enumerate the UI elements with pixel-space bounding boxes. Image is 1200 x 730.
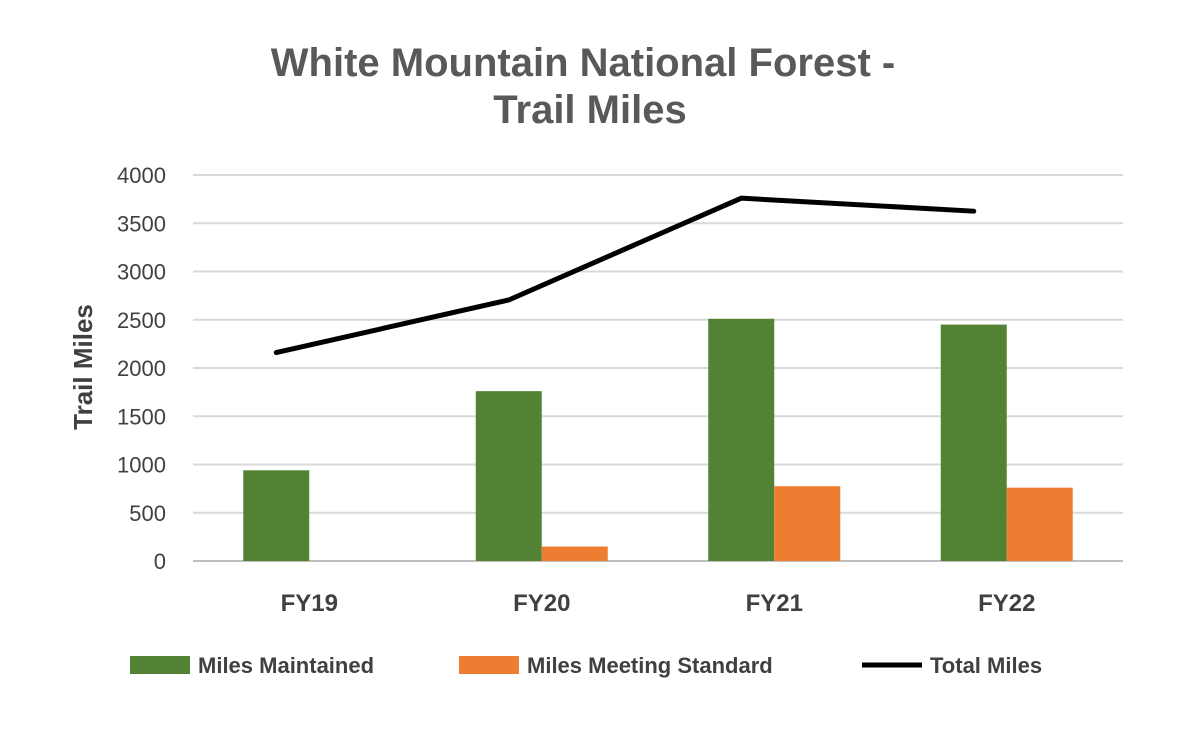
legend-label: Miles Maintained [198, 653, 374, 678]
bar-miles-maintained [941, 325, 1007, 561]
bars [243, 319, 1073, 561]
legend-swatch [459, 656, 519, 674]
legend-swatch [130, 656, 190, 674]
legend-label: Miles Meeting Standard [527, 653, 773, 678]
bar-miles-meeting-standard [774, 486, 840, 561]
legend-label: Total Miles [930, 653, 1042, 678]
bar-miles-maintained [243, 470, 309, 561]
x-tick-label: FY19 [281, 590, 338, 617]
bar-miles-meeting-standard [542, 547, 608, 561]
bar-miles-maintained [476, 391, 542, 561]
chart-title-line-1: White Mountain National Forest - [271, 41, 895, 85]
legend-item: Miles Maintained [130, 653, 374, 678]
y-tick-label: 4000 [117, 163, 166, 188]
y-tick-label: 2500 [117, 308, 166, 333]
y-tick-label: 3000 [117, 260, 166, 285]
total-line-layer [276, 198, 974, 353]
y-tick-label: 3500 [117, 211, 166, 236]
y-axis-label: Trail Miles [68, 304, 98, 430]
legend-item: Miles Meeting Standard [459, 653, 773, 678]
y-tick-labels: 0 500 1000 1500 2000 2500 3000 3500 4000 [117, 163, 166, 574]
x-tick-label: FY21 [746, 590, 803, 617]
y-tick-label: 0 [154, 549, 166, 574]
legend: Miles Maintained Miles Meeting Standard To… [130, 653, 1042, 678]
x-tick-label: FY20 [513, 590, 570, 617]
y-tick-label: 1500 [117, 404, 166, 429]
chart-title-line-2: Trail Miles [493, 88, 686, 132]
x-tick-labels: FY19 FY20 FY21 FY22 [281, 590, 1036, 617]
y-tick-label: 2000 [117, 356, 166, 381]
y-tick-label: 500 [129, 501, 166, 526]
y-tick-label: 1000 [117, 453, 166, 478]
x-tick-label: FY22 [978, 590, 1035, 617]
legend-item: Total Miles [862, 653, 1042, 678]
bar-miles-maintained [708, 319, 774, 561]
total-miles-line [276, 198, 974, 352]
bar-miles-meeting-standard [1007, 488, 1073, 561]
